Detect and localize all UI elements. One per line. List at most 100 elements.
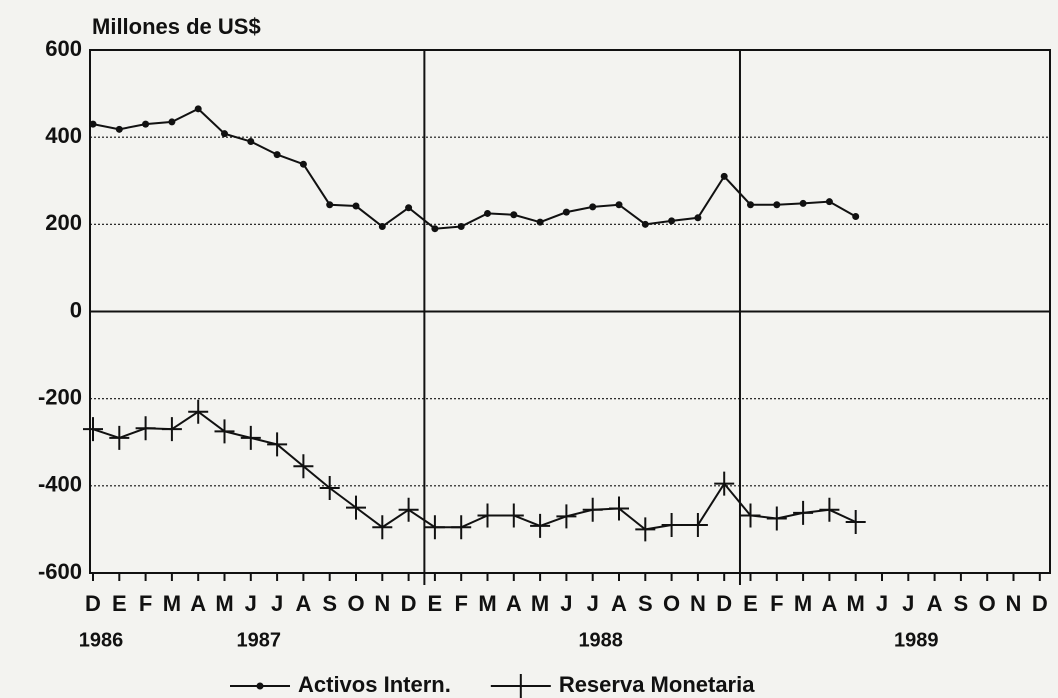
point <box>398 497 419 522</box>
point <box>457 223 465 231</box>
chart-title: Millones de US$ <box>92 14 261 39</box>
point <box>326 201 334 209</box>
point <box>142 120 150 128</box>
x-tick-label: M <box>531 591 549 616</box>
x-tick-label: J <box>876 591 888 616</box>
x-tick-label: M <box>478 591 496 616</box>
x-tick-label: F <box>139 591 152 616</box>
series-line <box>92 410 857 531</box>
x-tick-label: J <box>560 591 572 616</box>
x-tick-label: A <box>821 591 837 616</box>
point <box>378 223 386 231</box>
x-tick-label: E <box>428 591 443 616</box>
x-tick-label: J <box>902 591 914 616</box>
point <box>615 201 623 209</box>
point <box>477 503 498 528</box>
point <box>299 160 307 168</box>
y-tick-label: -600 <box>38 559 82 584</box>
x-tick-label: D <box>85 591 101 616</box>
legend-label: Activos Intern. <box>298 672 451 697</box>
point <box>773 201 781 209</box>
year-label: 1986 <box>79 629 124 651</box>
x-tick-label: N <box>690 591 706 616</box>
y-tick-label: 200 <box>45 210 82 235</box>
x-tick-label: N <box>1006 591 1022 616</box>
point <box>510 211 518 219</box>
point <box>352 202 360 210</box>
x-tick-label: M <box>215 591 233 616</box>
point <box>240 425 261 450</box>
x-tick-label: A <box>927 591 943 616</box>
point <box>346 495 366 520</box>
point <box>194 105 202 113</box>
point <box>503 503 524 528</box>
point <box>609 496 629 521</box>
x-tick-label: J <box>587 591 599 616</box>
point <box>530 513 551 538</box>
x-tick-label: N <box>374 591 390 616</box>
y-tick-label: 400 <box>45 123 82 148</box>
point <box>687 513 708 538</box>
point <box>694 214 702 222</box>
point <box>431 225 439 233</box>
point <box>247 138 255 146</box>
x-tick-label: O <box>663 591 680 616</box>
point <box>273 151 281 159</box>
point <box>372 515 393 540</box>
point <box>799 199 807 207</box>
point <box>293 454 314 479</box>
x-tick-label: O <box>979 591 996 616</box>
point <box>714 471 735 496</box>
x-tick-label: D <box>716 591 732 616</box>
point <box>582 497 603 522</box>
x-tick-label: A <box>611 591 627 616</box>
point <box>135 416 156 441</box>
x-tick-label: F <box>454 591 467 616</box>
point <box>214 419 235 444</box>
point <box>168 118 176 126</box>
point <box>405 204 413 212</box>
point <box>825 198 833 206</box>
point <box>740 503 761 528</box>
point <box>221 130 228 138</box>
point <box>319 476 340 501</box>
point <box>89 120 97 128</box>
point <box>845 510 866 535</box>
year-label: 1988 <box>578 629 623 651</box>
x-tick-label: D <box>401 591 417 616</box>
point <box>556 504 577 529</box>
x-tick-label: D <box>1032 591 1048 616</box>
point <box>83 417 103 442</box>
x-tick-label: S <box>322 591 337 616</box>
y-tick-label: 600 <box>45 36 82 61</box>
x-tick-label: A <box>506 591 522 616</box>
point <box>161 417 182 442</box>
x-tick-label: M <box>847 591 865 616</box>
point <box>668 217 676 225</box>
point <box>589 203 597 211</box>
x-tick-label: S <box>954 591 969 616</box>
point <box>852 212 860 220</box>
point <box>188 399 209 424</box>
point <box>641 220 649 228</box>
point <box>720 172 728 180</box>
point <box>424 515 445 540</box>
x-tick-label: S <box>638 591 653 616</box>
point <box>819 497 840 522</box>
point <box>267 432 288 457</box>
x-tick-label: A <box>295 591 311 616</box>
x-tick-label: E <box>743 591 758 616</box>
point <box>635 517 656 542</box>
point <box>484 209 491 217</box>
x-tick-label: F <box>770 591 783 616</box>
point <box>747 201 754 209</box>
year-label: 1987 <box>237 629 282 651</box>
x-tick-label: E <box>112 591 127 616</box>
x-tick-label: O <box>347 591 364 616</box>
series-line <box>92 107 857 230</box>
x-tick-label: J <box>271 591 283 616</box>
year-label: 1989 <box>894 629 939 651</box>
y-tick-label: 0 <box>70 297 82 322</box>
